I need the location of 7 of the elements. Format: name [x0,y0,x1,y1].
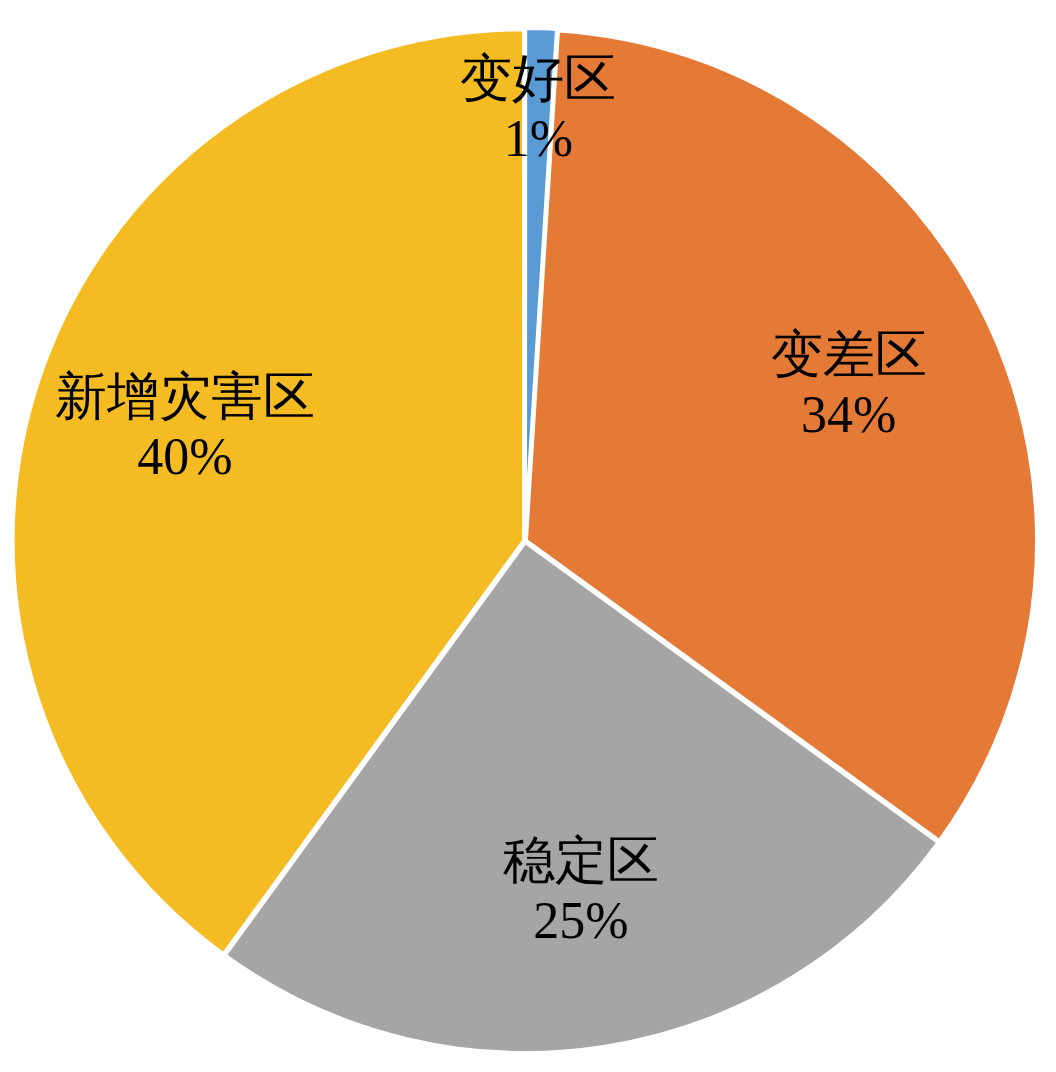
slice-label: 稳定区 [502,831,659,889]
slice-label: 变差区 [770,326,927,384]
data-label: 25% [533,891,629,949]
data-label: 40% [137,428,233,486]
data-label: 34% [800,386,897,444]
slice-label: 新增灾害区 [54,368,315,426]
slice-label: 变好区 [460,49,617,107]
